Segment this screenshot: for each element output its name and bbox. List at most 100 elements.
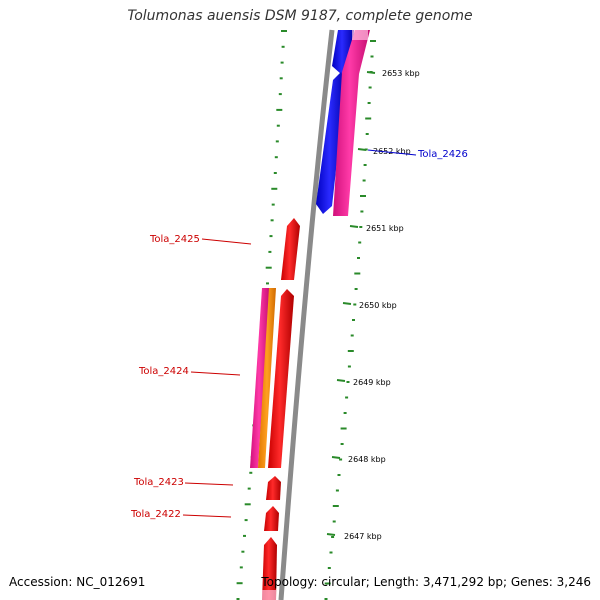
ruler-dot	[327, 567, 331, 569]
feature-magenta-right[interactable]	[333, 30, 370, 216]
ruler-dot	[275, 140, 279, 143]
ruler-dot	[281, 45, 285, 48]
tick-mark	[366, 71, 376, 74]
ruler-dot	[359, 226, 363, 228]
cds-tola-2426-segment-2[interactable]	[316, 72, 346, 214]
ruler-dot	[350, 334, 354, 337]
tick-mark	[349, 225, 359, 228]
ruler-dot	[343, 412, 347, 414]
leader-tola-2422	[182, 514, 232, 518]
tick-label: 2651 kbp	[366, 224, 404, 233]
ruler-dot	[347, 350, 354, 352]
gene-label-tola-2422[interactable]: Tola_2422	[130, 509, 181, 520]
ruler-dot	[354, 272, 361, 275]
feature-magenta-left[interactable]	[250, 288, 270, 468]
leader-tola-2426	[367, 149, 417, 156]
ruler-dot	[271, 187, 278, 190]
ruler-dot	[370, 55, 374, 58]
tick-label: 2650 kbp	[359, 301, 397, 310]
tick-mark	[357, 148, 367, 151]
ruler-dot	[280, 61, 284, 64]
ruler-dot	[278, 93, 282, 96]
leader-tola-2425	[201, 238, 252, 245]
tick-label: 2647 kbp	[344, 532, 382, 541]
ruler-dot	[265, 266, 272, 269]
ruler-dot	[360, 210, 364, 213]
ruler-dot	[324, 582, 331, 585]
ruler-dot	[241, 550, 245, 553]
ruler-dot	[370, 40, 376, 42]
ruler-dot	[329, 551, 333, 554]
ruler-dot	[239, 566, 243, 569]
feature-light-bottom	[262, 590, 276, 600]
ruler-dot	[360, 195, 366, 197]
ruler-dot	[268, 250, 272, 253]
ruler-dot	[365, 117, 372, 120]
ruler-dot	[354, 288, 358, 290]
ruler-dot	[362, 179, 366, 182]
ruler-dot	[332, 520, 336, 523]
ruler-dot	[364, 148, 368, 151]
kbp-ticks: 2653 kbp 2652 kbp 2651 kbp 2650 kbp 2649…	[326, 69, 420, 541]
tick-mark	[336, 379, 346, 382]
tick-mark	[326, 533, 336, 536]
tick-label: 2653 kbp	[382, 69, 420, 78]
feature-light-top	[352, 30, 368, 40]
ruler-dot	[363, 164, 367, 166]
cds-tola-2425[interactable]	[281, 218, 300, 280]
feature-orange[interactable]	[258, 288, 276, 468]
ruler-dot	[340, 427, 347, 430]
ruler-dot	[274, 156, 278, 159]
ruler-dot	[368, 86, 372, 89]
ruler-dot	[353, 303, 357, 306]
ruler-dot	[331, 536, 335, 538]
leader-tola-2424	[190, 371, 241, 376]
ruler-dot	[357, 257, 360, 259]
ruler-dot	[347, 365, 351, 368]
tick-label: 2649 kbp	[353, 378, 391, 387]
ruler-dot	[352, 319, 355, 321]
ruler-dot	[339, 458, 343, 461]
ruler-dot	[273, 172, 277, 174]
gene-label-tola-2426[interactable]: Tola_2426	[417, 149, 468, 160]
right-ruler-dots	[324, 40, 376, 600]
ruler-dot	[324, 598, 328, 600]
ruler-dot	[243, 534, 246, 537]
gene-label-tola-2423[interactable]: Tola_2423	[133, 477, 184, 488]
cds-tola-2422[interactable]	[264, 506, 279, 531]
cds-tola-2423[interactable]	[266, 476, 281, 500]
ruler-dot	[345, 396, 349, 399]
ruler-dot	[279, 77, 283, 80]
genome-backbone	[278, 29, 335, 600]
ruler-dot	[367, 102, 371, 104]
ruler-dot	[358, 241, 362, 244]
ruler-dot	[276, 124, 280, 127]
ruler-dot	[249, 471, 253, 474]
ruler-dot	[269, 235, 273, 238]
tick-mark	[342, 302, 352, 305]
tick-mark	[331, 456, 341, 459]
cds-bottom[interactable]	[262, 537, 277, 600]
ruler-dot	[270, 219, 274, 222]
ruler-dot	[281, 30, 287, 32]
ruler-dot	[266, 282, 269, 285]
ruler-dot	[337, 474, 341, 476]
map-title: Tolumonas auensis DSM 9187, complete gen…	[127, 8, 473, 24]
accession-text: Accession: NC_012691	[9, 575, 146, 589]
cds-tola-2424[interactable]	[268, 289, 294, 468]
ruler-dot	[236, 598, 240, 600]
ruler-dot	[340, 443, 344, 445]
ruler-dot	[335, 489, 339, 492]
tick-label: 2648 kbp	[348, 455, 386, 464]
tick-label: 2652 kbp	[373, 147, 411, 156]
gene-label-tola-2424[interactable]: Tola_2424	[138, 366, 189, 377]
ruler-dot	[244, 519, 248, 522]
ruler-dot	[332, 505, 339, 507]
ruler-dot	[346, 381, 350, 383]
ruler-dot	[271, 203, 275, 206]
ruler-dot	[365, 133, 369, 135]
topology-text: Topology: circular; Length: 3,471,292 bp…	[261, 575, 591, 589]
gene-label-tola-2425[interactable]: Tola_2425	[149, 234, 200, 245]
leader-tola-2423	[184, 482, 234, 486]
